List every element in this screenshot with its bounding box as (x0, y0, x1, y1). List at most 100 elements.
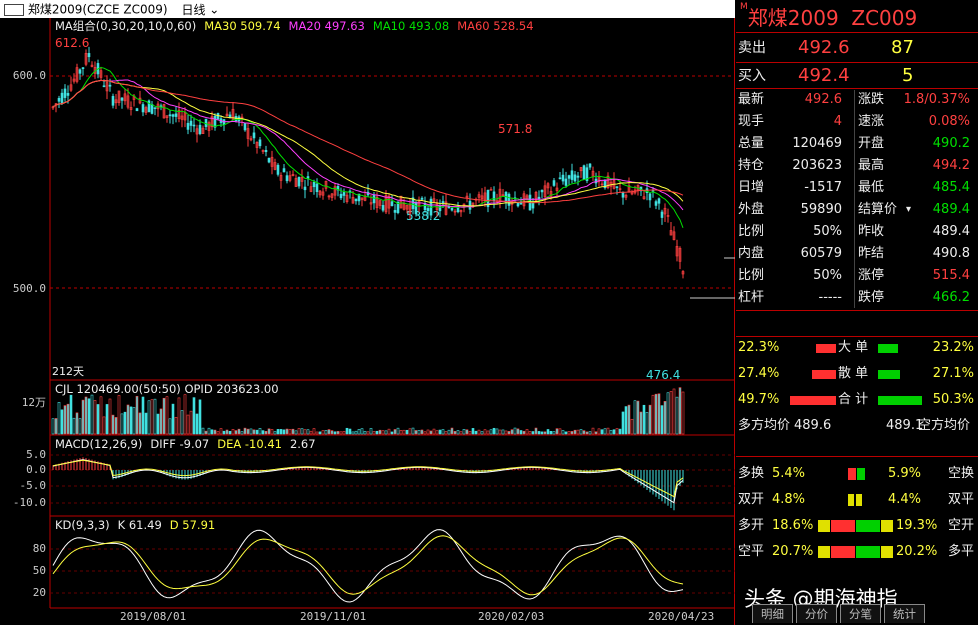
candle-body (507, 193, 511, 206)
candlestick-series (51, 46, 685, 279)
kd-line (52, 535, 684, 596)
tab-tick[interactable]: 分笔 (840, 604, 881, 623)
candle-body (378, 200, 382, 206)
candle-body (657, 198, 661, 204)
flow-right-bar (878, 370, 900, 379)
candle-body (162, 104, 166, 119)
flow-row: 22.3% 大 单 23.2% (736, 338, 978, 358)
quote-row: 外盘 59890 结算价 ▾ 489.4 (736, 200, 978, 220)
candle-body (615, 186, 619, 188)
candle-body (621, 191, 625, 198)
volume-bar (282, 429, 286, 435)
candle-body (321, 191, 325, 196)
short-avg-label: 空方均价 (918, 418, 971, 433)
window-icon (4, 3, 24, 16)
volume-bar (105, 404, 109, 435)
candle-body (651, 190, 655, 192)
candle-body (402, 203, 406, 210)
candle-body (120, 97, 124, 101)
volume-bar (663, 401, 667, 435)
quote-value: 515.4 (932, 268, 970, 283)
kd-name[interactable]: KD(9,3,3) (55, 518, 110, 532)
period-selector[interactable]: 日线 (181, 2, 206, 17)
ma-indicator-name[interactable]: MA组合(0,30,20,10,0,60) (55, 19, 197, 33)
flow-right-value: 23.2% (932, 340, 974, 355)
volume-bar (165, 396, 169, 435)
volume-bar (237, 428, 241, 435)
quote-row: 现手 4 速涨 0.08% (736, 112, 978, 132)
quote-label: 涨跌 (858, 92, 885, 107)
candle-body (447, 206, 451, 209)
volume-bar (198, 399, 202, 435)
tab-stats[interactable]: 统计 (884, 604, 925, 623)
chevron-down-icon[interactable]: ⌄ (209, 2, 220, 17)
volume-bar (348, 428, 352, 435)
candle-body (180, 115, 184, 120)
quote-value: 50% (813, 224, 842, 239)
low-annotation-b: 476.4 (646, 368, 681, 382)
volume-bar (354, 430, 358, 435)
candle-body (624, 194, 628, 198)
volume-bar (111, 414, 115, 435)
volume-bar (642, 404, 646, 435)
position-label-right: 空换 (947, 466, 974, 481)
short-avg-value: 489.1 (886, 418, 924, 433)
volume-bar (624, 406, 628, 435)
volume-bar (594, 431, 598, 435)
quote-label: 最低 (858, 180, 885, 195)
volume-bar (426, 429, 430, 435)
volume-bar (654, 393, 658, 435)
chevron-down-icon[interactable]: ▾ (906, 204, 912, 215)
candle-body (204, 118, 208, 127)
macd-name[interactable]: MACD(12,26,9) (55, 437, 143, 451)
volume-bar (78, 418, 82, 435)
candle-body (258, 139, 262, 147)
candle-body (585, 167, 589, 181)
volume-bar (90, 394, 94, 435)
volume-bar (387, 428, 391, 435)
candle-body (396, 201, 400, 214)
candle-body (330, 193, 334, 198)
candle-body (537, 196, 541, 200)
position-row: 多换 5.4% 5.9% 空换 (736, 464, 978, 484)
quote-value: 492.6 (804, 92, 842, 107)
chart-canvas[interactable] (0, 18, 735, 625)
candle-body (600, 183, 604, 186)
candle-body (201, 127, 205, 134)
kd-line (52, 529, 684, 603)
quote-label[interactable]: 结算价 (858, 202, 898, 217)
quote-value: 59890 (800, 202, 842, 217)
volume-bars (51, 387, 685, 435)
position-label-right: 空开 (947, 518, 974, 533)
mid-annotation: 571.8 (498, 122, 533, 136)
tab-price[interactable]: 分价 (796, 604, 837, 623)
volume-bar (579, 429, 583, 435)
volume-bar (507, 431, 511, 435)
candle-body (681, 271, 685, 275)
volume-bar (366, 431, 370, 435)
volume-bar (270, 429, 274, 435)
quote-value: 490.8 (932, 246, 970, 261)
chart-area[interactable]: MA组合(0,30,20,10,0,60) MA30 509.74 MA20 497… (0, 18, 735, 625)
avg-price-row: 多方均价 489.6 489.1 空方均价 (736, 416, 978, 436)
high-annotation: 612.6 (55, 36, 90, 50)
volume-y-tick: 12万 (21, 396, 46, 409)
volume-bar (669, 391, 673, 435)
quote-value: 489.4 (932, 202, 970, 217)
candle-body (333, 186, 337, 196)
quote-label: 昨结 (858, 246, 885, 261)
tab-detail[interactable]: 明细 (752, 604, 793, 623)
volume-bar (519, 430, 523, 435)
candle-body (279, 175, 283, 181)
candle-body (225, 113, 229, 117)
candle-body (579, 167, 583, 172)
macd-header: MACD(12,26,9) DIFF -9.07 DEA -10.41 2.67 (55, 437, 324, 451)
candle-body (399, 195, 403, 209)
volume-bar (75, 412, 79, 435)
y-tick-500: 500.0 (12, 282, 46, 295)
candle-body (456, 207, 460, 213)
volume-bar (102, 416, 106, 435)
candle-body (444, 201, 448, 215)
quote-label: 比例 (738, 224, 765, 239)
candle-body (441, 201, 445, 204)
